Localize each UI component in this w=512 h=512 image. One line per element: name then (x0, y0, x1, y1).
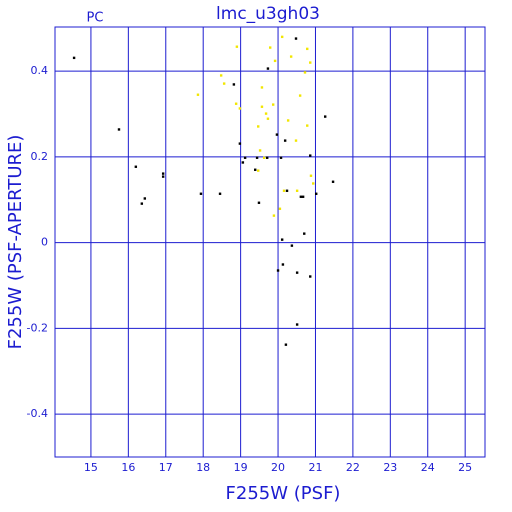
x-tick-label: 19 (234, 461, 248, 474)
point (306, 47, 309, 51)
point (196, 93, 200, 96)
point (283, 139, 287, 142)
y-tick-label: 0.4 (31, 64, 49, 77)
point (324, 115, 327, 118)
point (257, 169, 260, 172)
y-tick-label: 0.2 (31, 150, 49, 163)
point (273, 59, 277, 63)
x-tick-label: 20 (271, 461, 285, 474)
point (140, 202, 144, 205)
point (143, 197, 147, 200)
point (294, 37, 298, 40)
point (258, 149, 262, 152)
x-tick-label: 17 (159, 461, 173, 474)
point (260, 86, 264, 89)
point (309, 61, 312, 64)
point (295, 271, 299, 274)
point (272, 214, 276, 217)
point (271, 103, 275, 106)
x-tick-label: 23 (383, 461, 397, 474)
point (238, 107, 242, 110)
chart-title: lmc_u3gh03 (216, 4, 320, 24)
point (266, 117, 270, 120)
point (286, 119, 290, 122)
point (260, 105, 264, 108)
y-tick-label: -0.4 (27, 407, 48, 420)
point (276, 269, 280, 272)
point (219, 74, 223, 77)
point (295, 189, 299, 192)
point (241, 161, 245, 164)
point (289, 55, 293, 58)
point (282, 189, 286, 192)
x-tick-label: 15 (84, 461, 98, 474)
point (301, 195, 305, 198)
point (309, 275, 312, 278)
point (265, 156, 269, 159)
point (268, 46, 272, 49)
point (222, 82, 226, 85)
point (278, 207, 282, 210)
x-tick-label: 18 (196, 461, 210, 474)
point (218, 192, 222, 195)
point (264, 112, 268, 115)
point (254, 168, 257, 171)
point (280, 35, 284, 39)
point (315, 192, 318, 195)
point (299, 195, 303, 198)
point (281, 263, 285, 266)
point (309, 174, 313, 177)
y-tick-label: -0.2 (27, 321, 48, 334)
point (117, 128, 121, 131)
point (266, 67, 270, 70)
point (199, 192, 203, 195)
point (331, 180, 335, 183)
point (298, 94, 302, 97)
point (161, 175, 165, 178)
point (243, 156, 247, 159)
point (161, 172, 165, 175)
x-tick-label: 16 (121, 461, 135, 474)
x-tick-label: 24 (421, 461, 435, 474)
point (280, 238, 284, 241)
point (257, 125, 260, 128)
point (275, 133, 279, 136)
point (309, 154, 312, 157)
point (234, 102, 238, 105)
point (294, 139, 298, 142)
y-tick-label: 0 (41, 236, 48, 249)
point (303, 232, 306, 235)
point (257, 201, 261, 204)
point (262, 156, 266, 159)
x-tick-label: 25 (458, 461, 472, 474)
point (290, 244, 294, 247)
chart-subtitle: PC (87, 11, 104, 26)
point (235, 45, 239, 48)
x-axis-label: F255W (PSF) (226, 483, 341, 504)
point (312, 182, 315, 185)
plot-frame (54, 26, 486, 458)
point (232, 83, 236, 86)
point (238, 142, 242, 145)
point (72, 56, 76, 60)
x-tick-label: 22 (346, 461, 360, 474)
point (279, 156, 283, 159)
point (303, 71, 307, 74)
point (295, 323, 299, 326)
point (134, 165, 138, 168)
point (255, 156, 259, 159)
x-tick-label: 21 (308, 461, 322, 474)
y-axis-label: F255W (PSF-APERTURE) (5, 135, 26, 350)
point (306, 124, 309, 127)
point (285, 189, 289, 192)
point (284, 343, 288, 346)
